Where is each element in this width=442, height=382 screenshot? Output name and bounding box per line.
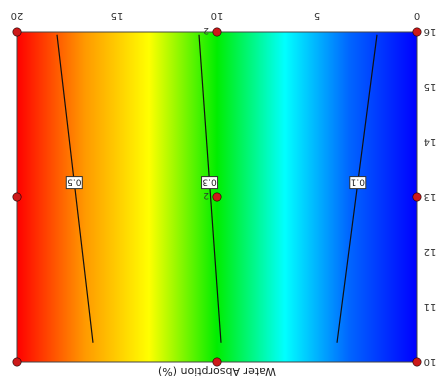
- design-point-2: [212, 357, 222, 367]
- contour-label-1: 0.1: [351, 177, 365, 187]
- design-point-8: [212, 27, 222, 37]
- design-point-6: [12, 192, 22, 202]
- top-tick-label-0: 0: [414, 10, 420, 21]
- design-point-9: [12, 27, 22, 37]
- design-point-label-5: 2: [203, 190, 209, 200]
- right-tick-label-16: 16: [424, 26, 437, 37]
- top-tick-label-20: 20: [11, 10, 24, 21]
- right-tick-label-14: 14: [424, 136, 437, 147]
- top-tick-label-15: 15: [111, 10, 124, 21]
- design-point-5: [212, 192, 222, 202]
- design-point-1: [412, 357, 422, 367]
- design-point-7: [412, 27, 422, 37]
- contour-label-box-3: [65, 176, 83, 190]
- design-point-label-8: 2: [203, 25, 209, 35]
- right-tick-label-13: 13: [424, 191, 437, 202]
- right-tick-label-10: 10: [424, 356, 437, 367]
- contour-label-3: 0.5: [67, 177, 81, 187]
- x-axis-title: Water Absorption (%): [158, 365, 276, 378]
- x-tick-labels: 0 5 10 15 20: [11, 10, 421, 21]
- design-point-4: [412, 192, 422, 202]
- right-tick-label-15: 15: [424, 81, 437, 92]
- y-tick-labels: 10 11 12 13 14 15 16: [424, 26, 437, 367]
- contour-label-box-1: [349, 176, 367, 190]
- right-tick-label-12: 12: [424, 246, 437, 257]
- design-point-3: [12, 357, 22, 367]
- contour-label-2: 0.3: [202, 177, 216, 187]
- contour-label-box-2: [201, 176, 219, 190]
- contour-lines: 0.1 0.3 0.5: [56, 34, 378, 343]
- right-tick-label-11: 11: [424, 301, 437, 312]
- top-tick-label-10: 10: [211, 10, 224, 21]
- design-points: 22: [12, 25, 422, 367]
- top-tick-label-5: 5: [314, 10, 320, 21]
